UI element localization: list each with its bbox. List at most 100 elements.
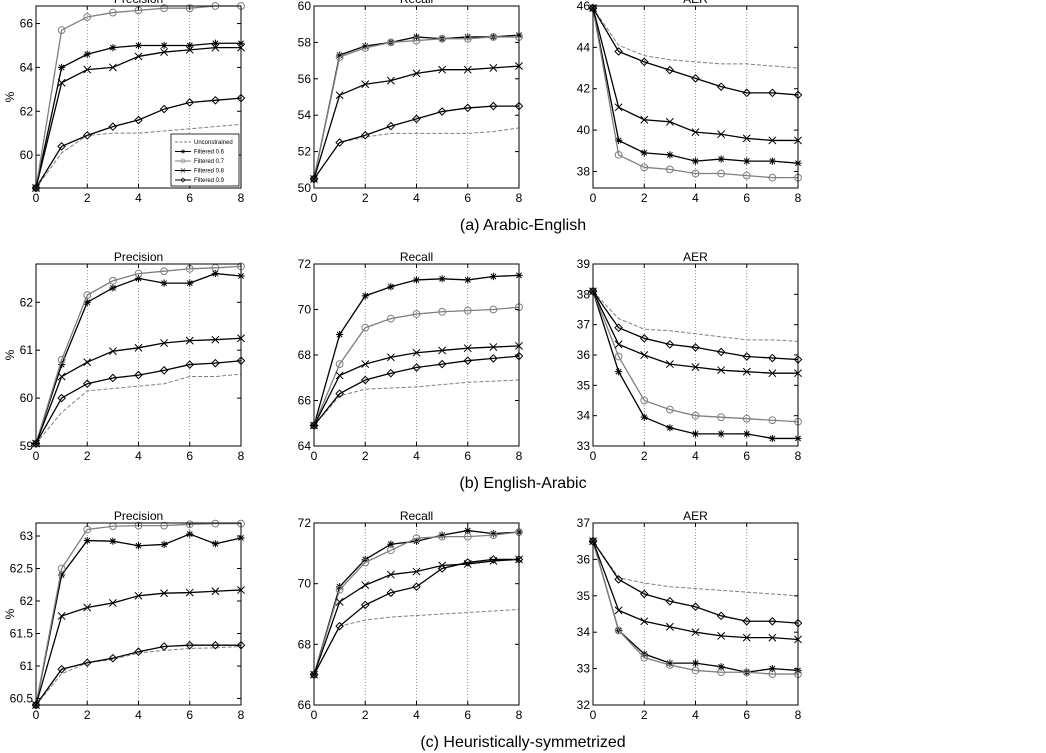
series-line <box>592 7 799 96</box>
x-tick-label: 0 <box>33 708 40 722</box>
data-point <box>361 42 369 50</box>
data-point <box>412 276 421 284</box>
series-line <box>592 540 799 624</box>
data-point <box>768 369 777 378</box>
data-point <box>463 344 472 353</box>
data-point <box>716 611 726 621</box>
y-tick-label: 44 <box>577 40 591 54</box>
data-point <box>489 272 497 281</box>
data-point <box>716 82 726 91</box>
data-point <box>160 521 169 530</box>
x-tick-label: 4 <box>692 449 699 463</box>
x-tick-label: 0 <box>33 449 40 463</box>
x-tick-label: 0 <box>590 449 597 463</box>
data-point <box>489 305 498 314</box>
data-point <box>361 323 370 332</box>
data-point <box>386 76 395 85</box>
data-point <box>185 45 194 54</box>
data-point <box>159 366 169 375</box>
data-point <box>58 360 66 369</box>
x-tick-label: 2 <box>362 708 369 722</box>
data-point <box>134 343 143 352</box>
y-tick-label: 70 <box>298 577 312 591</box>
x-tick-label: 2 <box>84 708 91 722</box>
data-point <box>386 38 395 47</box>
data-point <box>717 366 726 375</box>
data-point <box>717 668 726 677</box>
data-point <box>768 665 776 673</box>
data-point <box>185 588 194 597</box>
x-tick-label: 8 <box>795 449 802 463</box>
y-tick-label: 38 <box>577 164 591 178</box>
caption-b: (b) English-Arabic <box>459 475 586 492</box>
data-point <box>160 48 169 57</box>
x-tick-label: 6 <box>186 708 193 722</box>
data-point <box>742 171 751 180</box>
data-point <box>387 283 395 291</box>
data-point <box>159 642 169 651</box>
x-tick-label: 0 <box>311 449 318 463</box>
data-point <box>717 130 726 139</box>
data-point <box>639 57 649 67</box>
x-tick-label: 8 <box>795 191 802 205</box>
data-point <box>160 279 168 287</box>
data-point <box>742 633 751 642</box>
data-point <box>640 396 649 405</box>
data-point <box>437 359 447 369</box>
series-line <box>313 608 520 675</box>
chart-panel: 0 2 4 6 8 50 52 54 56 58 60 Recall <box>298 0 524 205</box>
data-point <box>335 621 344 631</box>
series-line <box>313 36 519 180</box>
data-point <box>109 44 117 52</box>
data-point <box>386 121 396 131</box>
y-tick-label: 62 <box>20 104 34 118</box>
data-point <box>691 628 700 637</box>
y-tick-label: 72 <box>298 257 312 271</box>
data-point <box>742 414 751 423</box>
data-point <box>335 138 344 147</box>
y-tick-label: 72 <box>298 516 312 530</box>
data-point <box>134 647 143 657</box>
chart-panel: 0 2 4 6 8 33 34 35 36 37 38 39 AER <box>577 250 803 463</box>
data-point <box>336 330 344 339</box>
y-tick-label: 64 <box>20 60 34 74</box>
data-point <box>464 276 472 284</box>
data-point <box>742 352 752 361</box>
data-point <box>665 117 674 126</box>
data-point <box>640 163 649 172</box>
data-point <box>717 413 726 422</box>
data-point <box>83 358 92 367</box>
series-line <box>592 290 799 342</box>
data-point <box>438 531 446 539</box>
legend-label: Filtered 0.6 <box>194 150 225 156</box>
data-point <box>691 411 700 420</box>
data-point <box>185 360 195 369</box>
data-point <box>185 336 194 345</box>
y-tick-label: 35 <box>577 589 591 603</box>
data-point <box>665 360 674 369</box>
y-tick-label: 68 <box>298 348 312 362</box>
x-tick-label: 2 <box>362 449 369 463</box>
legend-marker <box>180 158 186 164</box>
x-tick-label: 4 <box>413 449 420 463</box>
caption-a: (a) Arabic-English <box>460 217 586 234</box>
data-point <box>717 155 725 163</box>
data-point <box>717 631 726 640</box>
data-point <box>108 122 118 131</box>
legend-marker <box>180 149 186 154</box>
data-point <box>615 136 623 145</box>
y-tick-label: 64 <box>298 439 312 453</box>
y-tick-label: 61 <box>20 343 34 357</box>
data-point <box>57 78 66 87</box>
legend-marker-shape <box>180 149 186 154</box>
data-point <box>108 63 117 72</box>
data-point <box>716 347 726 357</box>
data-point <box>464 33 472 41</box>
series-line <box>313 306 520 426</box>
data-point <box>412 582 421 592</box>
panel-title: Recall <box>400 509 433 523</box>
data-point <box>31 183 41 193</box>
data-point <box>211 540 219 548</box>
data-point <box>768 157 776 165</box>
legend-label: Filtered 0.9 <box>194 178 225 184</box>
